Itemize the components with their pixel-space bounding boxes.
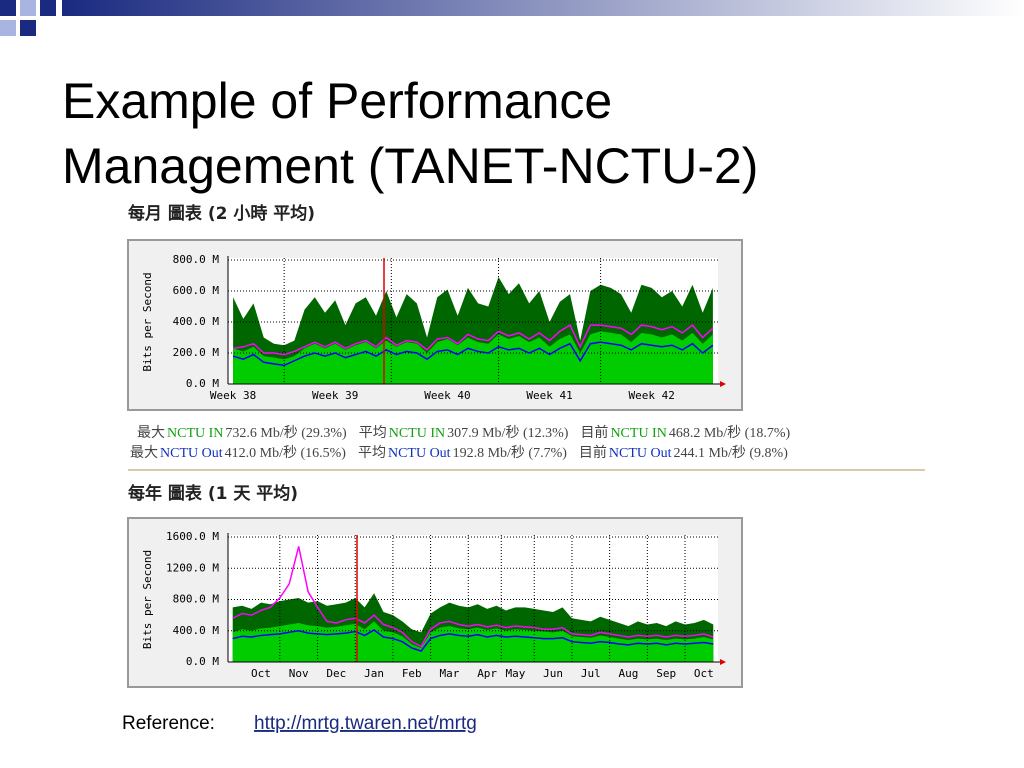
stat-value: 412.0 Mb/秒 (16.5%): [225, 445, 347, 461]
x-tick-label: May: [505, 667, 525, 680]
y-tick-label: 0.0 M: [186, 655, 219, 668]
stat-series: NCTU IN: [610, 426, 666, 441]
x-tick-label: Aug: [619, 667, 639, 680]
x-tick-label: Oct: [251, 667, 271, 680]
x-tick-label: Apr: [477, 667, 497, 680]
charts: 每月 圖表 (2 小時 平均) Bits per Second 0.0 M 200.0…: [127, 203, 790, 688]
y-axis-label: Bits per Second: [141, 272, 154, 371]
y-tick-label: 400.0 M: [173, 315, 220, 328]
stat-series: NCTU IN: [389, 426, 445, 441]
x-tick-label: Jul: [581, 667, 601, 680]
chart-title: 每年 圖表 (1 天 平均): [128, 483, 298, 504]
y-tick-label: 1600.0 M: [166, 530, 219, 543]
x-tick-label: Jun: [543, 667, 563, 680]
x-tick-label: Week 41: [526, 389, 572, 402]
x-tick-label: Nov: [289, 667, 309, 680]
y-axis-label: Bits per Second: [141, 550, 154, 649]
in-area: [233, 331, 713, 384]
deco-square: [40, 0, 56, 16]
stat-series: NCTU Out: [160, 446, 223, 461]
stat-series: NCTU Out: [609, 446, 672, 461]
max-out-line: [232, 324, 714, 356]
stat-label: 目前: [579, 444, 607, 461]
x-tick-label: Week 38: [210, 389, 256, 402]
x-tick-label: Week 39: [312, 389, 358, 402]
out-line: [232, 341, 714, 367]
y-tick-label: 0.0 M: [186, 377, 219, 390]
out-line: [232, 629, 714, 652]
axis-arrow: [720, 659, 726, 665]
deco-square: [0, 0, 16, 16]
x-tick-label: Jan: [364, 667, 384, 680]
stat-value: 192.8 Mb/秒 (7.7%): [453, 445, 568, 461]
x-tick-label: Sep: [656, 667, 676, 680]
max-out-line: [232, 546, 714, 648]
reference-label: Reference:: [122, 713, 215, 734]
stat-label: 平均: [359, 425, 387, 441]
stat-value: 732.6 Mb/秒 (29.3%): [225, 425, 347, 441]
slide-title: Management (TANET-NCTU-2): [62, 138, 758, 194]
stat-series: NCTU Out: [388, 446, 451, 461]
y-tick-label: 400.0 M: [173, 624, 220, 637]
chart-title: 每月 圖表 (2 小時 平均): [128, 203, 315, 224]
stats-line: 最大 NCTU IN 732.6 Mb/秒 (29.3%) 平均 NCTU IN 307.…: [137, 424, 790, 441]
y-tick-label: 1200.0 M: [166, 561, 219, 574]
stat-label: 目前: [580, 424, 608, 441]
header-bar: [62, 0, 1024, 16]
x-tick-label: Week 40: [424, 389, 470, 402]
stat-value: 307.9 Mb/秒 (12.3%): [447, 425, 569, 441]
y-tick-label: 800.0 M: [173, 593, 220, 606]
x-tick-label: Oct: [694, 667, 714, 680]
x-tick-label: Dec: [326, 667, 346, 680]
deco-square: [0, 20, 16, 36]
axis-arrow: [720, 381, 726, 387]
stat-value: 468.2 Mb/秒 (18.7%): [669, 425, 791, 441]
stat-label: 平均: [358, 445, 386, 461]
y-tick-label: 800.0 M: [173, 253, 220, 266]
reference-link[interactable]: http://mrtg.twaren.net/mrtg: [254, 713, 477, 734]
stat-label: 最大: [137, 425, 165, 441]
y-tick-label: 200.0 M: [173, 346, 220, 359]
deco-square: [20, 20, 36, 36]
x-tick-label: Week 42: [628, 389, 674, 402]
stat-value: 244.1 Mb/秒 (9.8%): [674, 445, 789, 461]
stats-line: 最大 NCTU Out 412.0 Mb/秒 (16.5%) 平均 NCTU Out 19…: [130, 444, 788, 461]
slide-title: Example of Performance: [62, 73, 612, 129]
stat-series: NCTU IN: [167, 426, 223, 441]
stat-label: 最大: [130, 445, 158, 461]
x-tick-label: Feb: [402, 667, 422, 680]
deco-square: [20, 0, 36, 16]
x-tick-label: Mar: [440, 667, 460, 680]
y-tick-label: 600.0 M: [173, 284, 220, 297]
